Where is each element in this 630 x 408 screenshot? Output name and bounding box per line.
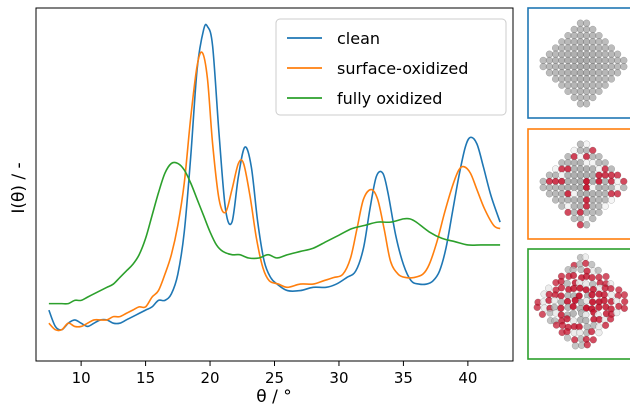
legend-label: fully oxidized — [337, 89, 442, 108]
inset-clean — [527, 7, 630, 119]
legend-entries: clean surface-oxidized fully oxidized — [287, 29, 468, 108]
inset-fully-oxidized — [527, 248, 630, 360]
series-layer — [48, 23, 501, 332]
x-tick-label: 15 — [136, 369, 155, 387]
x-tick-label: 35 — [394, 369, 413, 387]
x-axis-label: θ / ° — [256, 387, 291, 407]
y-axis-label: I(θ) / - — [9, 162, 29, 213]
legend-label: surface-oxidized — [337, 59, 468, 78]
series-line-clean — [48, 23, 501, 331]
legend: clean surface-oxidized fully oxidized — [275, 18, 507, 116]
nanoparticle-image — [539, 140, 628, 229]
x-tick-label: 30 — [329, 369, 348, 387]
legend-frame — [275, 18, 507, 116]
nanoparticle-image — [533, 253, 629, 350]
x-tick-label: 40 — [458, 369, 477, 387]
x-tick-label: 25 — [265, 369, 284, 387]
x-axis-ticks: 10 15 20 25 30 35 40 — [72, 361, 477, 387]
inset-surface-oxidized — [527, 128, 630, 240]
series-line-fully-oxidized — [48, 161, 501, 305]
particle-insets — [527, 7, 630, 360]
x-tick-label: 20 — [200, 369, 219, 387]
x-tick-label: 10 — [72, 369, 91, 387]
nanoparticle-image — [539, 19, 628, 108]
series-line-surface-oxidized — [48, 51, 501, 332]
legend-label: clean — [337, 29, 380, 48]
